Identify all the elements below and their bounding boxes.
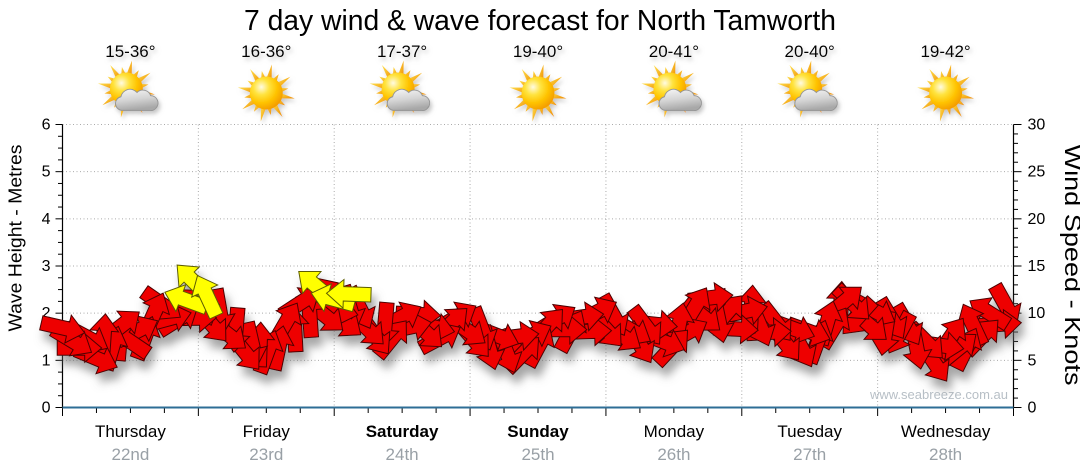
svg-text:30: 30 (1028, 117, 1046, 134)
svg-text:1: 1 (42, 352, 51, 369)
svg-text:Wind Speed - Knots: Wind Speed - Knots (1060, 145, 1080, 386)
svg-text:3: 3 (42, 258, 51, 275)
svg-text:20-40°: 20-40° (785, 42, 835, 61)
svg-text:5: 5 (42, 164, 51, 181)
svg-text:Monday: Monday (644, 422, 705, 441)
svg-text:5: 5 (1028, 352, 1037, 369)
svg-text:4: 4 (42, 211, 51, 228)
svg-text:10: 10 (1028, 305, 1046, 322)
svg-text:20: 20 (1028, 211, 1046, 228)
svg-text:22nd: 22nd (111, 445, 149, 464)
svg-text:20-41°: 20-41° (649, 42, 699, 61)
svg-text:26th: 26th (657, 445, 690, 464)
svg-text:27th: 27th (793, 445, 826, 464)
svg-text:Wave Height - Metres: Wave Height - Metres (6, 145, 26, 332)
svg-text:17-37°: 17-37° (377, 42, 427, 61)
svg-text:Tuesday: Tuesday (777, 422, 842, 441)
svg-text:Saturday: Saturday (366, 422, 439, 441)
svg-text:0: 0 (42, 400, 51, 417)
svg-text:25: 25 (1028, 164, 1046, 181)
svg-text:Friday: Friday (243, 422, 291, 441)
svg-text:7 day wind & wave forecast for: 7 day wind & wave forecast for North Tam… (244, 5, 836, 37)
svg-text:24th: 24th (386, 445, 419, 464)
svg-text:Sunday: Sunday (507, 422, 569, 441)
svg-text:19-42°: 19-42° (920, 42, 970, 61)
svg-text:25th: 25th (521, 445, 554, 464)
svg-text:2: 2 (42, 305, 51, 322)
svg-text:15: 15 (1028, 258, 1046, 275)
svg-text:23rd: 23rd (249, 445, 283, 464)
svg-text:0: 0 (1028, 400, 1037, 417)
svg-text:28th: 28th (929, 445, 962, 464)
svg-text:6: 6 (42, 117, 51, 134)
svg-text:16-36°: 16-36° (241, 42, 291, 61)
svg-text:19-40°: 19-40° (513, 42, 563, 61)
svg-text:15-36°: 15-36° (105, 42, 155, 61)
svg-text:Thursday: Thursday (95, 422, 166, 441)
svg-text:Wednesday: Wednesday (901, 422, 991, 441)
svg-text:www.seabreeze.com.au: www.seabreeze.com.au (869, 387, 1008, 402)
